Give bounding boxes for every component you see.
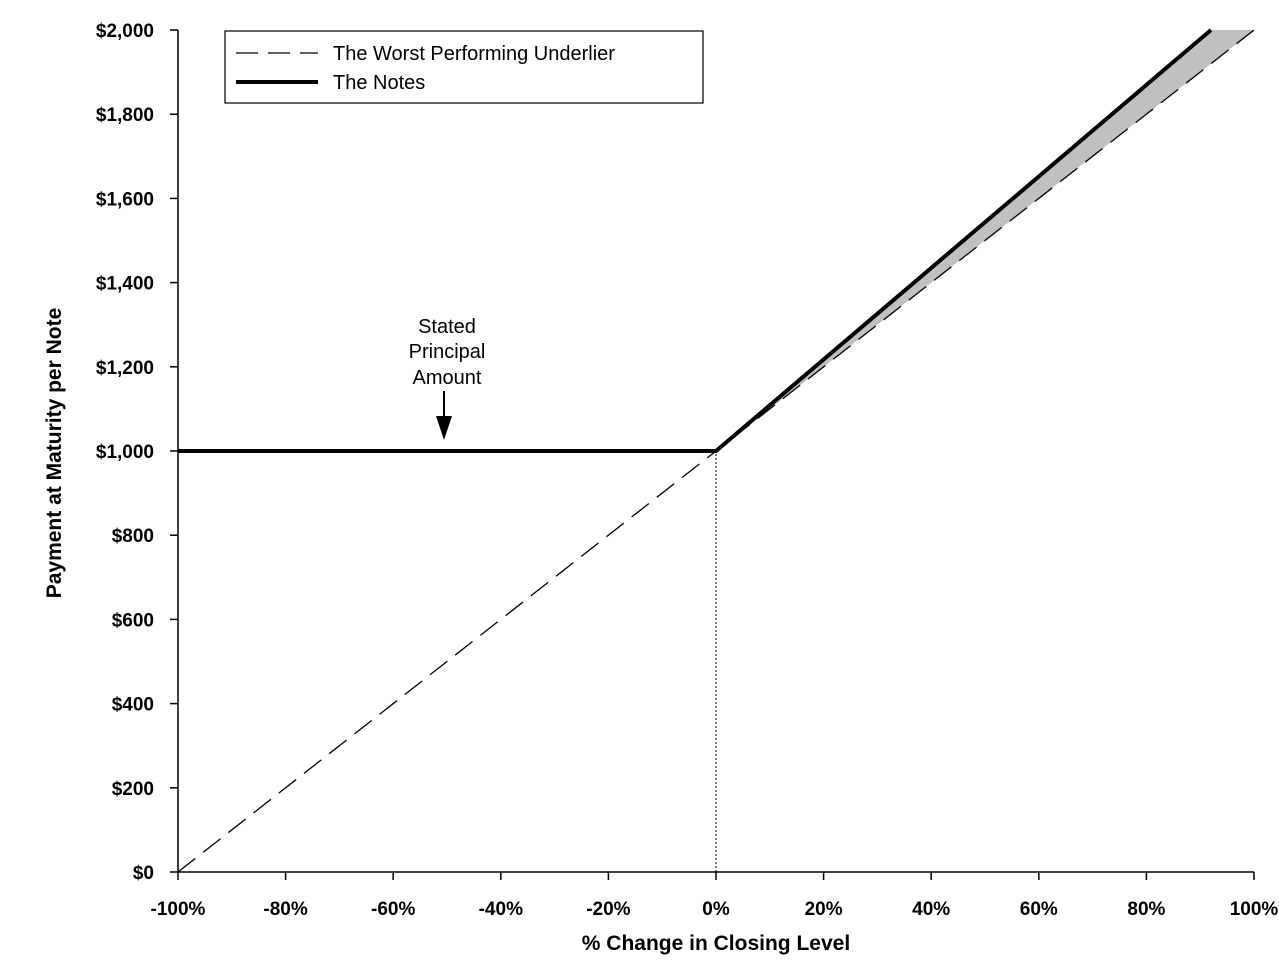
x-tick-label: 0%: [702, 899, 730, 920]
y-tick-label: $0: [133, 863, 154, 884]
x-tick-label: 100%: [1230, 899, 1279, 920]
stated-principal-annotation: Stated Principal Amount: [409, 316, 486, 440]
annotation-text-line: Stated: [418, 316, 476, 338]
annotation-text-line: Principal: [409, 341, 486, 363]
x-tick-label: 20%: [805, 899, 843, 920]
x-tick-label: 80%: [1127, 899, 1165, 920]
y-tick-label: $1,200: [96, 358, 154, 379]
legend-label-notes: The Notes: [333, 72, 425, 94]
y-tick-label: $800: [112, 526, 154, 547]
x-tick-label: -20%: [586, 899, 630, 920]
y-axis-title: Payment at Maturity per Note: [43, 308, 66, 599]
y-tick-label: $400: [112, 695, 154, 716]
y-tick-label: $1,400: [96, 274, 154, 295]
y-tick-label: $1,000: [96, 442, 154, 463]
tick-layer: $0 $200 $400 $600 $800 $1,000 $1,200 $1,400 $1,6…: [96, 21, 1279, 920]
series-line-notes: [178, 28, 1213, 453]
annotation-text-line: Amount: [413, 367, 482, 389]
legend-label-underlier: The Worst Performing Underlier: [333, 43, 615, 65]
y-tick-label: $2,000: [96, 21, 154, 42]
y-tick-label: $1,600: [96, 189, 154, 210]
y-tick-label: $1,800: [96, 105, 154, 126]
x-tick-label: 40%: [912, 899, 950, 920]
x-tick-label: 60%: [1020, 899, 1058, 920]
x-tick-label: -40%: [479, 899, 523, 920]
series-layer: [177, 28, 1255, 873]
x-tick-label: -100%: [151, 899, 206, 920]
x-tick-label: -60%: [371, 899, 415, 920]
annotation-arrow-head: [436, 416, 452, 440]
y-tick-label: $200: [112, 779, 154, 800]
legend-box: [224, 30, 704, 104]
x-tick-label: -80%: [263, 899, 307, 920]
y-tick-label: $600: [112, 610, 154, 631]
x-axis-title: % Change in Closing Level: [582, 932, 850, 955]
legend: The Worst Performing Underlier The Notes: [224, 30, 704, 104]
